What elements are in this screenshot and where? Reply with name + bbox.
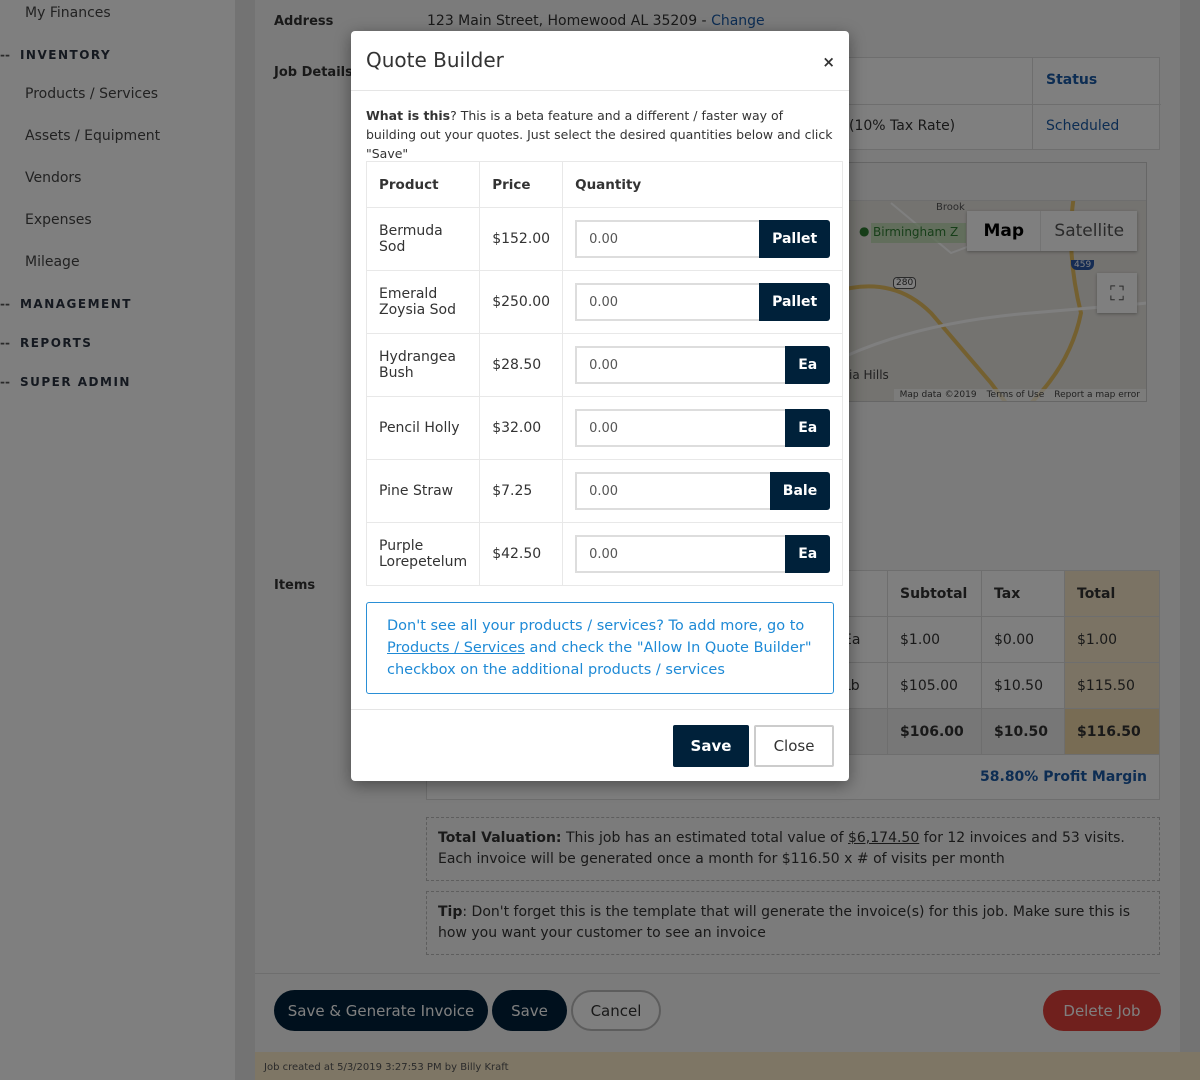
intro-bold: What is this xyxy=(366,108,451,123)
quantity-input[interactable] xyxy=(575,409,786,447)
quote-row: Bermuda Sod$152.00 Pallet xyxy=(365,207,844,271)
product-price: $152.00 xyxy=(479,207,564,271)
quote-row: Pine Straw$7.25 Bale xyxy=(365,459,844,523)
unit-label: Ea xyxy=(785,346,831,384)
modal-footer-divider xyxy=(351,709,849,710)
modal-title: Quote Builder xyxy=(366,48,504,72)
quantity-header: Quantity xyxy=(562,161,844,208)
modal-header: Quote Builder × xyxy=(351,31,849,91)
modal-close-button[interactable]: Close xyxy=(754,725,834,767)
quantity-input-group: Ea xyxy=(575,346,831,384)
quantity-input[interactable] xyxy=(575,472,770,510)
quantity-input-group: Pallet xyxy=(575,220,831,258)
quantity-cell: Ea xyxy=(562,333,844,397)
quote-row: Pencil Holly$32.00 Ea xyxy=(365,396,844,460)
unit-label: Ea xyxy=(785,409,831,447)
quantity-input-group: Ea xyxy=(575,409,831,447)
quote-row: Purple Lorepetelum$42.50 Ea xyxy=(365,522,844,586)
close-icon[interactable]: × xyxy=(822,53,835,71)
product-name: Pencil Holly xyxy=(365,396,481,460)
quantity-input[interactable] xyxy=(575,220,760,258)
quote-builder-modal: Quote Builder × What is this? This is a … xyxy=(351,31,849,781)
unit-label: Ea xyxy=(785,535,831,573)
quote-row: Hydrangea Bush$28.50 Ea xyxy=(365,333,844,397)
product-name: Emerald Zoysia Sod xyxy=(365,270,481,334)
quantity-cell: Ea xyxy=(562,522,844,586)
product-name: Hydrangea Bush xyxy=(365,333,481,397)
product-price: $42.50 xyxy=(479,522,564,586)
quantity-cell: Ea xyxy=(562,396,844,460)
modal-save-button[interactable]: Save xyxy=(673,725,749,767)
quantity-cell: Pallet xyxy=(562,207,844,271)
product-price: $7.25 xyxy=(479,459,564,523)
product-price: $28.50 xyxy=(479,333,564,397)
quantity-input-group: Bale xyxy=(575,472,831,510)
info-text: Don't see all your products / services? … xyxy=(387,618,805,634)
product-name: Purple Lorepetelum xyxy=(365,522,481,586)
unit-label: Pallet xyxy=(759,283,831,321)
quantity-input-group: Ea xyxy=(575,535,831,573)
quantity-cell: Pallet xyxy=(562,270,844,334)
intro-text: ? This is a beta feature and a different… xyxy=(366,108,833,161)
product-price: $32.00 xyxy=(479,396,564,460)
quantity-input[interactable] xyxy=(575,346,786,384)
product-header: Product xyxy=(365,161,481,208)
product-name: Pine Straw xyxy=(365,459,481,523)
quote-row: Emerald Zoysia Sod$250.00 Pallet xyxy=(365,270,844,334)
unit-label: Pallet xyxy=(759,220,831,258)
quantity-cell: Bale xyxy=(562,459,844,523)
quantity-input[interactable] xyxy=(575,535,786,573)
price-header: Price xyxy=(479,161,564,208)
unit-label: Bale xyxy=(769,472,831,510)
info-box: Don't see all your products / services? … xyxy=(366,602,834,694)
modal-intro: What is this? This is a beta feature and… xyxy=(366,106,836,163)
products-services-link[interactable]: Products / Services xyxy=(387,640,525,656)
quantity-input[interactable] xyxy=(575,283,760,321)
info-text-2: and check the "Allow In Quote Builder" c… xyxy=(387,640,812,678)
quantity-input-group: Pallet xyxy=(575,283,831,321)
product-price: $250.00 xyxy=(479,270,564,334)
product-name: Bermuda Sod xyxy=(365,207,481,271)
